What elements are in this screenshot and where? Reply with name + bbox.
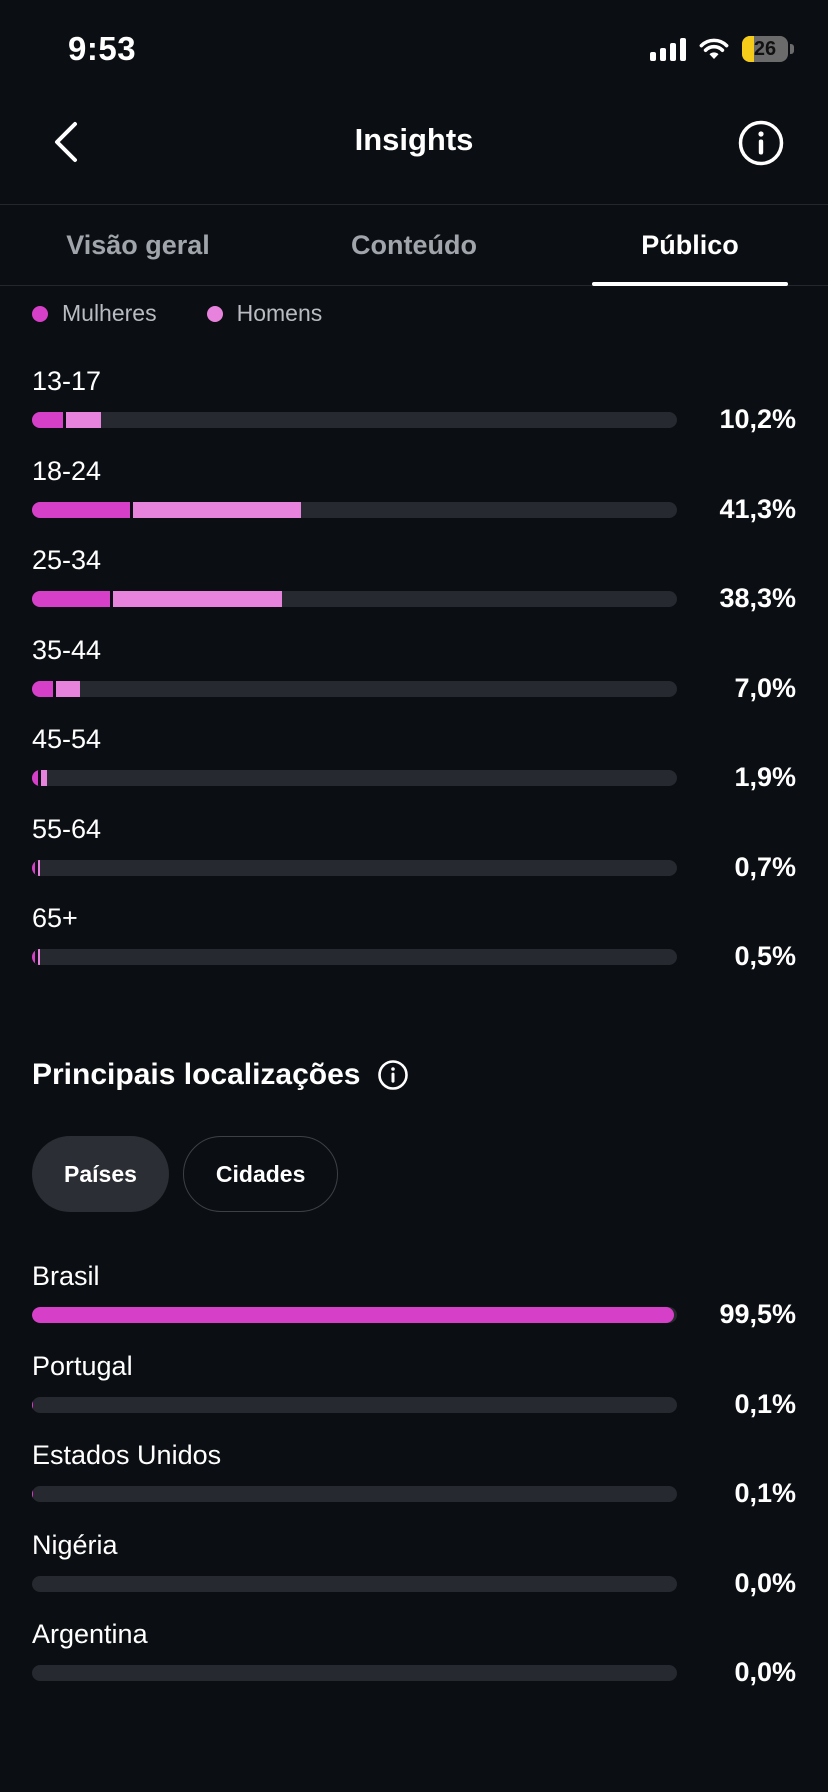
locations-section-title: Principais localizações (32, 1058, 409, 1092)
chevron-left-icon (55, 122, 77, 162)
age-label: 18-24 (32, 455, 102, 486)
location-row: Nigéria 0,0% (0, 1524, 828, 1614)
age-bar-track (32, 859, 677, 876)
location-label: Estados Unidos (32, 1440, 222, 1470)
back-button[interactable] (40, 116, 92, 168)
age-row: 35-44 7,0% (0, 629, 828, 719)
location-bar-track (32, 1396, 677, 1413)
age-bar-track (32, 591, 677, 607)
status-time: 9:53 (68, 30, 137, 67)
status-icons: 26 (650, 36, 794, 62)
age-label: 13-17 (32, 366, 102, 396)
location-label: Brasil (32, 1261, 100, 1291)
location-value: 0,0% (734, 1657, 796, 1687)
info-icon (738, 120, 784, 166)
location-label: Nigéria (32, 1529, 118, 1560)
legend-dot-men (206, 305, 223, 322)
location-bar-track (32, 1486, 677, 1502)
wifi-icon (699, 38, 729, 59)
age-bar-track (32, 680, 677, 697)
age-bar-women (32, 412, 63, 428)
age-value: 10,2% (719, 404, 796, 434)
tab-publico[interactable]: Público (552, 205, 828, 286)
age-row: 45-54 1,9% (0, 718, 828, 808)
age-label: 45-54 (32, 724, 102, 754)
status-bar: 9:53 26 (0, 0, 828, 100)
location-value: 99,5% (719, 1299, 796, 1329)
tab-bar: Visão geral Conteúdo Público (0, 205, 828, 286)
location-bar-track (32, 1575, 677, 1592)
location-bar-track (32, 1307, 677, 1323)
age-label: 55-64 (32, 813, 102, 844)
age-bar-men (34, 949, 41, 965)
locations-list: Brasil 99,5% Portugal 0,1% Estados Unido… (0, 1255, 828, 1703)
chart-legend: Mulheres Homens (32, 300, 322, 327)
age-row: 18-24 41,3% (0, 450, 828, 540)
age-bar-women (32, 859, 35, 876)
location-label: Argentina (32, 1619, 148, 1649)
locations-title: Principais localizações (32, 1058, 361, 1091)
countries-pill[interactable]: Países (32, 1136, 169, 1212)
location-value: 0,0% (734, 1567, 796, 1598)
age-bar-women (32, 770, 39, 786)
age-bar-women (32, 949, 35, 965)
battery-fill (742, 36, 754, 62)
age-bar-track (32, 412, 677, 428)
tab-conteudo[interactable]: Conteúdo (351, 230, 477, 260)
legend-dot-women (32, 305, 48, 322)
location-bar-fill (32, 1486, 33, 1502)
age-bar-women (32, 501, 131, 518)
age-row: 55-64 0,7% (0, 808, 828, 898)
location-row: Brasil 99,5% (0, 1255, 828, 1345)
cellular-signal-icon (650, 37, 686, 61)
app-header: Insights (0, 100, 828, 205)
location-bar-fill (32, 1396, 33, 1413)
age-bar-women (32, 591, 111, 607)
age-bar-women (32, 680, 53, 697)
location-value: 0,1% (734, 1478, 796, 1508)
age-bar-men (110, 591, 283, 607)
age-label: 35-44 (32, 634, 102, 665)
age-value: 38,3% (719, 583, 796, 613)
age-value: 41,3% (719, 493, 796, 524)
legend-label-women: Mulheres (62, 300, 157, 326)
location-value: 0,1% (734, 1388, 796, 1419)
age-row: 25-34 38,3% (0, 539, 828, 629)
location-bar-track (32, 1665, 677, 1681)
age-label: 25-34 (32, 545, 102, 575)
legend-item-women: Mulheres (32, 300, 157, 327)
age-value: 1,9% (734, 762, 796, 792)
location-filter: Países Cidades (32, 1136, 339, 1212)
age-value: 0,5% (734, 941, 796, 971)
location-label: Portugal (32, 1350, 133, 1381)
legend-label-men: Homens (236, 300, 323, 326)
age-row: 65+ 0,5% (0, 897, 828, 987)
age-value: 7,0% (734, 672, 796, 703)
battery-icon: 26 (742, 36, 794, 62)
age-label: 65+ (32, 903, 78, 933)
age-bar-track (32, 501, 677, 518)
info-button[interactable] (734, 116, 788, 170)
age-row: 13-17 10,2% (0, 360, 828, 450)
location-bar-fill (32, 1307, 674, 1323)
page-title: Insights (354, 122, 474, 157)
age-bar-track (32, 949, 677, 965)
cities-pill[interactable]: Cidades (182, 1136, 339, 1212)
age-bar-men (62, 412, 101, 428)
age-bar-men (38, 770, 48, 786)
age-value: 0,7% (734, 851, 796, 882)
tab-visao-geral[interactable]: Visão geral (66, 230, 210, 260)
battery-level: 26 (753, 37, 777, 60)
age-distribution: 13-17 10,2% 18-24 41,3% 25-34 38,3% 35-4… (0, 360, 828, 987)
age-bar-men (34, 859, 41, 876)
location-row: Estados Unidos 0,1% (0, 1434, 828, 1524)
info-icon[interactable] (377, 1059, 409, 1091)
legend-item-men: Homens (206, 300, 323, 327)
age-bar-men (52, 680, 81, 697)
location-row: Argentina 0,0% (0, 1613, 828, 1703)
location-row: Portugal 0,1% (0, 1345, 828, 1435)
age-bar-track (32, 770, 677, 786)
age-bar-men (130, 501, 302, 518)
